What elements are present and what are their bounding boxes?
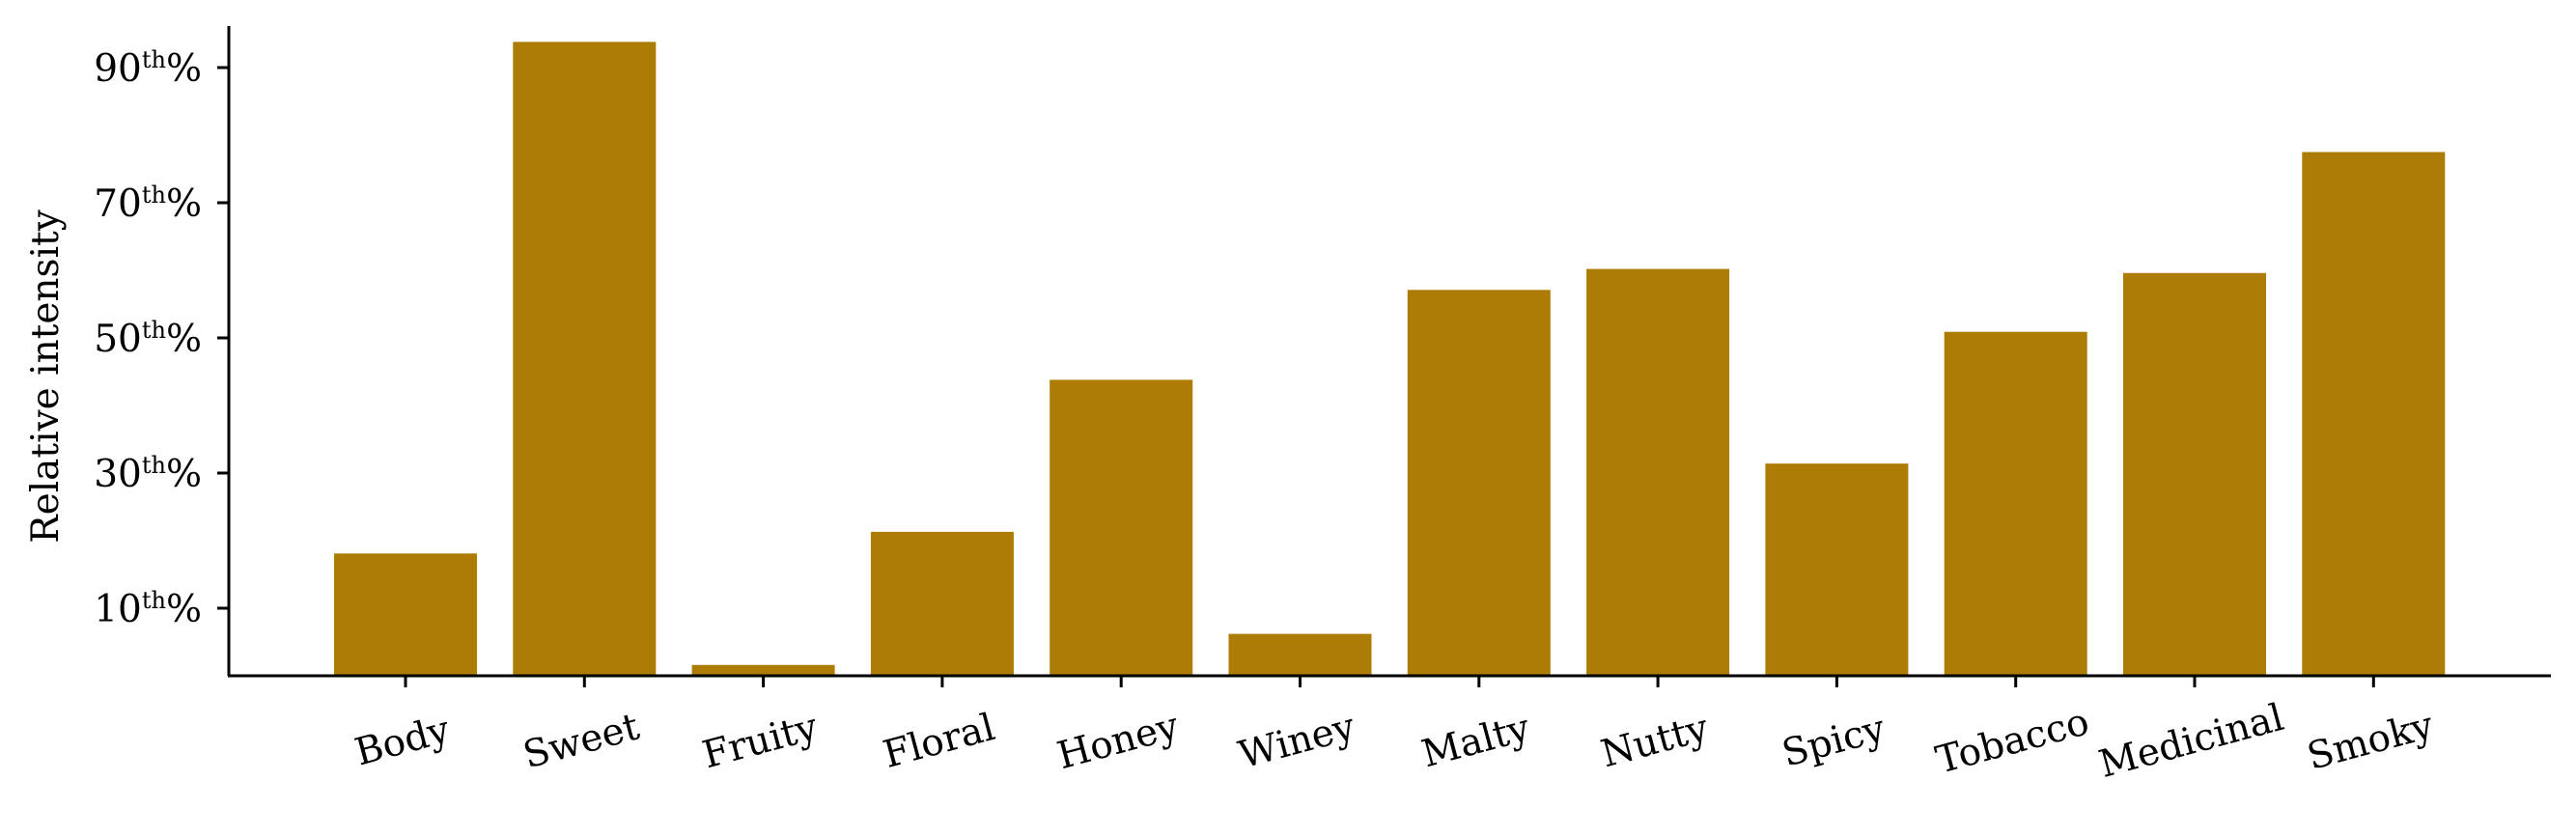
bar-tobacco (1944, 331, 2087, 676)
x-tick-label-winey: Winey (1234, 705, 1359, 777)
bars-group (334, 42, 2446, 676)
bar-smoky (2302, 152, 2446, 676)
x-tick-label-fruity: Fruity (698, 706, 823, 778)
x-tick-label-spicy: Spicy (1778, 707, 1890, 775)
x-tick-label-nutty: Nutty (1597, 707, 1713, 777)
axes-group (227, 26, 2551, 678)
bar-body (334, 553, 477, 676)
y-tick-label: 90th% (94, 46, 202, 91)
x-tick-label-tobacco: Tobacco (1931, 700, 2093, 782)
y-tick-label: 10th% (94, 587, 202, 631)
x-tick-label-sweet: Sweet (518, 705, 644, 777)
bar-honey (1050, 379, 1193, 676)
bar-winey (1228, 633, 1372, 676)
bar-spicy (1765, 463, 1909, 676)
bar-nutty (1586, 268, 1730, 676)
x-tick-label-honey: Honey (1052, 705, 1183, 779)
y-tick-label: 30th% (94, 452, 202, 496)
x-tick-label-floral: Floral (879, 706, 999, 777)
bar-floral (870, 531, 1014, 676)
y-axis-label: Relative intensity (24, 209, 68, 543)
bar-sweet (513, 42, 657, 676)
x-tick-label-body: Body (350, 708, 454, 774)
y-tick-label: 70th% (94, 181, 202, 226)
y-ticks-group: 10th% 30th% 50th% 70th% 90th% (94, 46, 229, 631)
x-tick-label-smoky: Smoky (2303, 704, 2438, 779)
bar-medicinal (2123, 272, 2266, 676)
x-ticks-group: Body Sweet Fruity Floral Honey Winey Malty Nutt… (350, 676, 2438, 787)
y-tick-label: 50th% (94, 317, 202, 361)
x-tick-label-medicinal: Medicinal (2094, 696, 2288, 787)
bar-fruity (691, 664, 835, 676)
x-tick-label-malty: Malty (1417, 707, 1534, 777)
bar-malty (1407, 290, 1551, 676)
